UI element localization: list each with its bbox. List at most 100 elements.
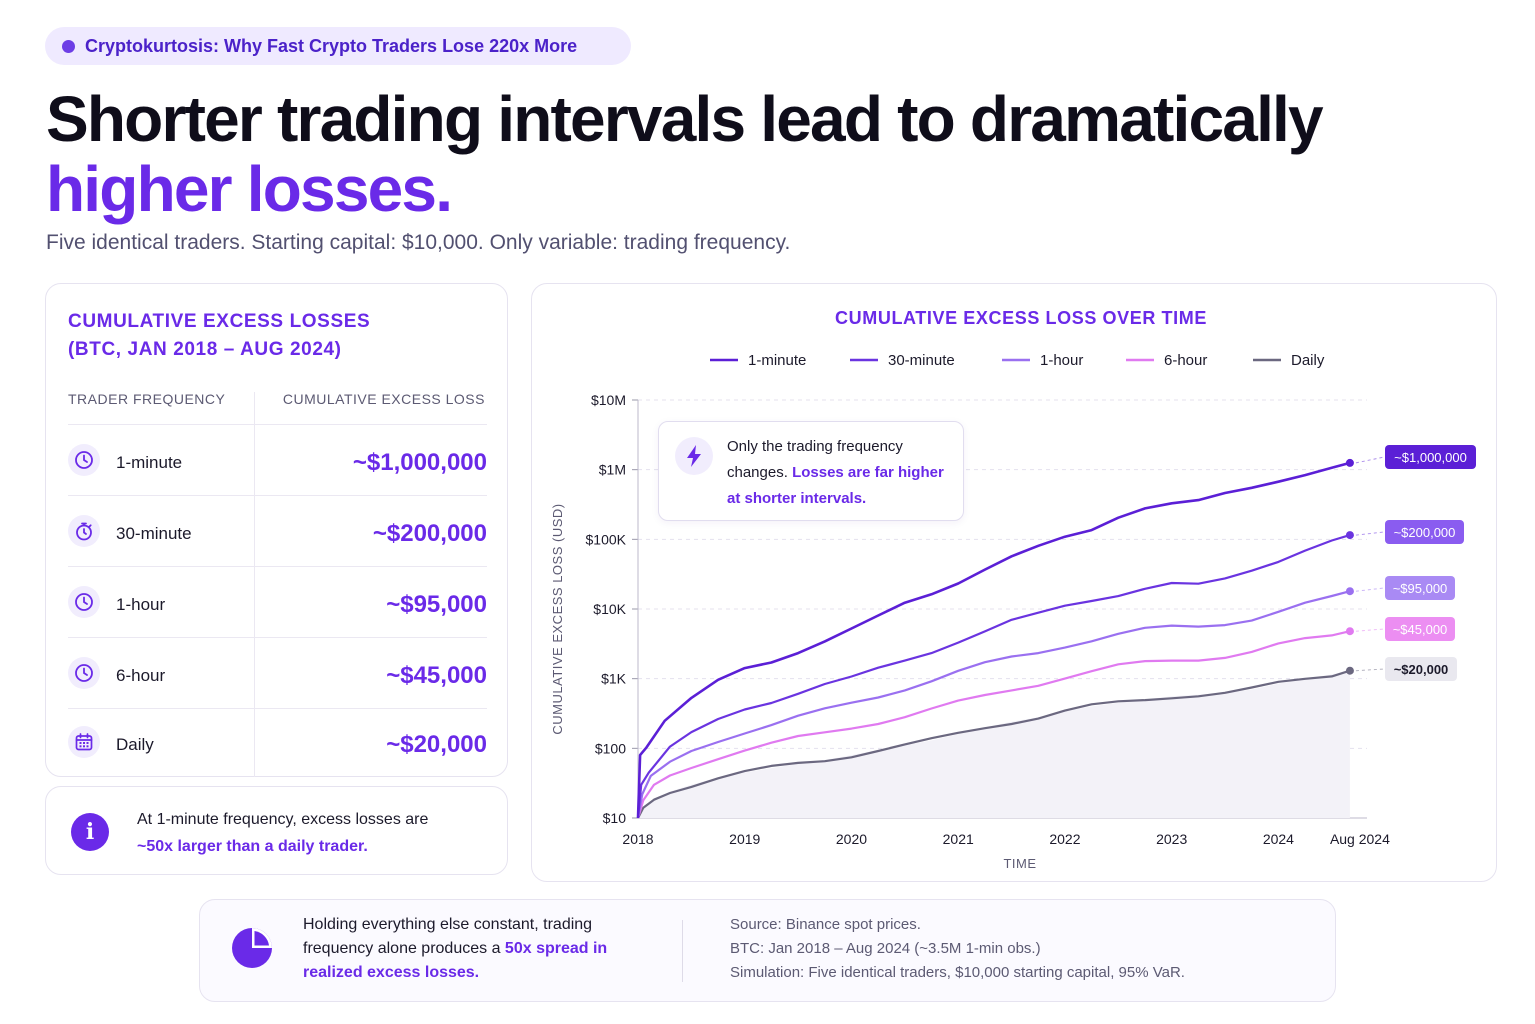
clock-icon	[68, 586, 100, 618]
row-value: ~$95,000	[386, 591, 487, 618]
source-line: Source: Binance spot prices.	[730, 916, 921, 933]
badge-text: Cryptokurtosis: Why Fast Crypto Traders …	[85, 35, 578, 56]
y-tick-label: $100	[595, 740, 626, 756]
series-end-point	[1345, 666, 1354, 675]
end-label: ~$20,000	[1394, 662, 1449, 677]
label-leader	[1355, 628, 1385, 632]
bottom-note-card: Holding everything else constant, tradin…	[199, 899, 1336, 1002]
series-line	[636, 590, 1351, 819]
info-note: At 1-minute frequency, excess losses are…	[137, 806, 477, 860]
label-leader	[1355, 531, 1385, 536]
y-tick-label: $10M	[591, 392, 626, 408]
x-axis-label: TIME	[1003, 856, 1036, 871]
y-tick-label: $10K	[593, 601, 626, 617]
y-axis-label: CUMULATIVE EXCESS LOSS (USD)	[550, 503, 565, 734]
label-leader	[1355, 587, 1385, 592]
chart-callout: Only the trading frequency changes. Loss…	[658, 421, 964, 521]
chart-title: CUMULATIVE EXCESS LOSS OVER TIME	[835, 308, 1207, 328]
info-note-text: At 1-minute frequency, excess losses are	[137, 811, 429, 828]
x-tick-label: 2021	[943, 831, 974, 847]
headline: Shorter trading intervals lead to dramat…	[46, 83, 1324, 225]
series-line	[636, 534, 1351, 819]
table-title: CUMULATIVE EXCESS LOSSES (BTC, JAN 2018 …	[68, 308, 370, 364]
line-chart: CUMULATIVE EXCESS LOSS OVER TIME 1-minute…	[550, 308, 1476, 871]
pie-chart-icon	[232, 928, 272, 968]
source-line: BTC: Jan 2018 – Aug 2024 (~3.5M 1-min ob…	[730, 940, 1041, 957]
legend-item: 1-minute	[748, 352, 806, 369]
callout-highlight: Losses are far higher at shorter interva…	[727, 464, 944, 507]
row-label: Daily	[116, 735, 154, 754]
end-label-bg	[1385, 576, 1455, 600]
series-line	[636, 630, 1351, 819]
source-line: Simulation: Five identical traders, $10,…	[730, 964, 1185, 981]
row-label: 6-hour	[116, 666, 166, 685]
chart-card: CUMULATIVE EXCESS LOSS OVER TIME 1-minute…	[531, 283, 1497, 882]
end-label: ~$45,000	[1393, 622, 1448, 637]
info-icon: i	[71, 813, 109, 851]
legend-item: 30-minute	[888, 352, 955, 369]
table-row: 6-hour ~$45,000	[68, 637, 487, 708]
label-leader	[1355, 668, 1385, 672]
x-tick-label: 2018	[622, 831, 653, 847]
column-header-loss: CUMULATIVE EXCESS LOSS	[282, 391, 485, 407]
headline-line1: Shorter trading intervals lead to dramat…	[46, 83, 1324, 155]
lightning-icon	[675, 437, 713, 475]
stopwatch-icon	[68, 515, 100, 547]
topic-badge: Cryptokurtosis: Why Fast Crypto Traders …	[45, 27, 631, 65]
legend-item: 6-hour	[1164, 352, 1207, 369]
bottom-note-text: Holding everything else constant, tradin…	[303, 916, 593, 957]
end-label-bg	[1385, 617, 1455, 641]
series-end-point	[1345, 587, 1354, 596]
row-label: 1-minute	[116, 453, 183, 472]
callout-plain: Only the trading frequency changes.	[727, 438, 903, 481]
row-value: ~$20,000	[386, 731, 487, 758]
bottom-divider	[682, 920, 683, 982]
row-value: ~$45,000	[386, 662, 487, 689]
end-label-bg	[1385, 445, 1476, 469]
label-leader	[1355, 456, 1385, 464]
subtitle: Five identical traders. Starting capital…	[46, 231, 791, 254]
y-tick-label: $100K	[586, 531, 627, 547]
row-label: 1-hour	[116, 595, 166, 614]
daily-area	[638, 670, 1350, 818]
column-header-frequency: TRADER FREQUENCY	[68, 391, 226, 407]
x-tick-label: 2022	[1049, 831, 1080, 847]
x-tick-label: 2020	[836, 831, 867, 847]
table-row: Daily ~$20,000	[68, 708, 487, 778]
legend-item: 1-hour	[1040, 352, 1083, 369]
table-row: 1-hour ~$95,000	[68, 566, 487, 637]
series-end-point	[1345, 531, 1354, 540]
table-row: 1-minute ~$1,000,000	[68, 424, 487, 495]
row-value: ~$1,000,000	[352, 449, 487, 476]
losses-table-card: CUMULATIVE EXCESS LOSSES (BTC, JAN 2018 …	[45, 283, 508, 777]
bottom-note-highlight: 50x spread in realized excess losses.	[303, 940, 608, 981]
clock-icon	[68, 444, 100, 476]
calendar-icon	[68, 726, 100, 758]
badge-dot-icon	[62, 39, 75, 53]
row-label: 30-minute	[116, 524, 192, 543]
end-label: ~$200,000	[1394, 525, 1456, 540]
table-title-line1: CUMULATIVE EXCESS LOSSES	[68, 311, 371, 332]
end-label-bg	[1385, 657, 1457, 681]
column-divider	[254, 392, 255, 777]
end-label-bg	[1385, 520, 1464, 544]
headline-line2: higher losses.	[46, 153, 453, 225]
source-notes: Source: Binance spot prices. BTC: Jan 20…	[730, 913, 1185, 985]
x-tick-label: 2023	[1156, 831, 1187, 847]
x-tick-label: 2024	[1263, 831, 1294, 847]
y-tick-label: $1M	[599, 462, 626, 478]
callout-text: Only the trading frequency changes. Loss…	[727, 434, 957, 512]
y-tick-label: $1K	[601, 671, 627, 687]
end-label: ~$1,000,000	[1394, 450, 1467, 465]
info-note-highlight: ~50x larger than a daily trader.	[137, 838, 368, 855]
series-line	[637, 669, 1351, 819]
series-line	[636, 461, 1351, 819]
legend-item: Daily	[1291, 352, 1325, 369]
end-label: ~$95,000	[1393, 581, 1448, 596]
y-tick-label: $10	[603, 810, 627, 826]
series-end-point	[1345, 458, 1354, 467]
row-value: ~$200,000	[372, 520, 487, 547]
bottom-note: Holding everything else constant, tradin…	[303, 913, 633, 985]
series-end-point	[1345, 627, 1354, 636]
clock-icon	[68, 657, 100, 689]
